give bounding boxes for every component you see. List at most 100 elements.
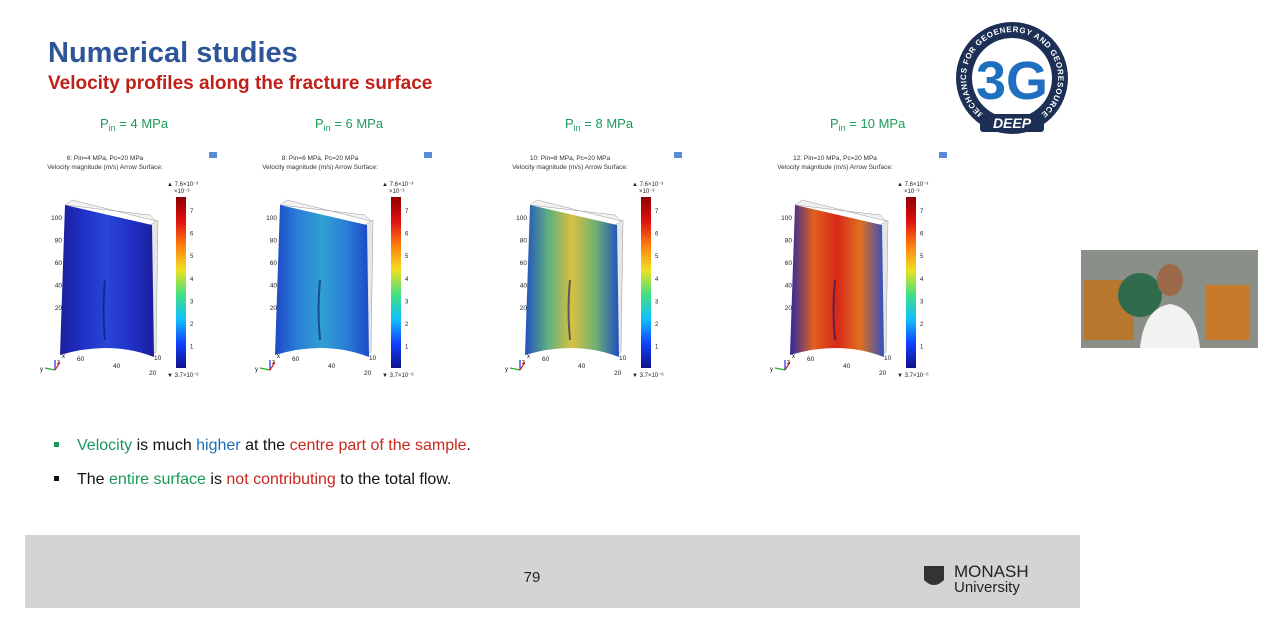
colorbar-tick-label: 4 (190, 277, 194, 283)
velocity-surface (60, 205, 154, 357)
x-tick-label: 20 (614, 370, 622, 377)
colorbar-tick-label: 3 (190, 299, 194, 305)
z-tick-label: 10 (619, 355, 627, 362)
axis-x (519, 361, 526, 371)
colorbar-tick-label: 2 (920, 322, 924, 328)
velocity-surface (790, 205, 884, 357)
plot-subtitle: Velocity magnitude (m/s) Arrow Surface: (777, 164, 893, 171)
colorbar-tick-label: 6 (190, 232, 194, 238)
axis-y-label: y (770, 367, 773, 373)
colorbar-tick-label: 5 (655, 254, 659, 260)
colorbar-tick-label: 7 (920, 209, 924, 215)
plot-subtitle: Velocity magnitude (m/s) Arrow Surface: (47, 164, 163, 171)
panels: Pin = 4 MPa 6: Pin=4 MPa, Pc=20 MPa Veloci… (40, 116, 947, 379)
y-tick-label: 60 (270, 260, 278, 267)
axis-z-label: z (272, 360, 275, 366)
x-tick-label: 20 (149, 370, 157, 377)
y-tick-label: 20 (55, 305, 63, 312)
axis-x-label: x (277, 354, 280, 360)
axis-z-label: z (787, 360, 790, 366)
label-main: P (565, 116, 574, 131)
colorbar-min: ▼ 3.7×10⁻⁶ (382, 372, 414, 379)
colorbar-tick-label: 1 (655, 345, 659, 351)
axis-y (44, 367, 56, 371)
plot-title: 8: Pin=6 MPa, Pc=20 MPa (282, 155, 359, 162)
axis-y (259, 367, 271, 371)
y-tick-label: 80 (785, 238, 793, 245)
label-rest: = 4 MPa (116, 116, 169, 131)
label-sub: in (109, 123, 116, 133)
logo-band (980, 114, 1044, 132)
axis-y-label: y (505, 367, 508, 373)
bullet-segment: . (467, 437, 471, 454)
plot-icon (424, 152, 432, 158)
x-tick-label: 40 (328, 363, 336, 370)
colorbar-tick-label: 4 (655, 277, 659, 283)
colorbar-scale: ×10⁻³ (174, 189, 189, 195)
colorbar-tick-label: 4 (405, 277, 409, 283)
plot-title: 10: Pin=8 MPa, Pc=20 MPa (530, 155, 611, 162)
y-tick-label: 20 (785, 305, 793, 312)
axis-x-label: x (62, 354, 65, 360)
footer-band (25, 535, 1080, 608)
axis-x-label: x (527, 354, 530, 360)
bullet-segment: not contributing (226, 471, 335, 488)
axis-y-label: y (40, 367, 43, 373)
bullet-segment: entire surface (109, 471, 206, 488)
plot-icon (209, 152, 217, 158)
surface-top (64, 199, 157, 222)
brand-name: MONASH (954, 562, 1029, 581)
presenter-body (1140, 304, 1200, 348)
axis-x (784, 361, 791, 371)
x-tick-label: 60 (292, 356, 300, 363)
logo: GEOMECHANICS FOR GEOENERGY AND GEORESOUR… (956, 22, 1068, 134)
bullet-segment: Velocity (77, 437, 132, 454)
colorbar-tick-label: 5 (405, 254, 409, 260)
axis-x (269, 361, 276, 371)
colorbar-tick-label: 2 (405, 322, 409, 328)
colorbar-min: ▼ 3.7×10⁻⁶ (897, 372, 929, 379)
colorbar-tick-label: 2 (655, 322, 659, 328)
x-tick-label: 20 (879, 370, 887, 377)
panel-label: Pin = 10 MPa (830, 116, 906, 133)
z-tick-label: 10 (369, 355, 377, 362)
x-tick-label: 40 (843, 363, 851, 370)
colorbar-max: ▲ 7.6×10⁻³ (382, 182, 413, 188)
surface-top (279, 199, 372, 222)
colorbar-tick-label: 6 (920, 232, 924, 238)
velocity-surface (275, 205, 369, 357)
y-tick-label: 20 (270, 305, 278, 312)
velocity-surface (525, 205, 619, 357)
axis-x-label: x (792, 354, 795, 360)
colorbar-max: ▲ 7.6×10⁻³ (897, 182, 928, 188)
colorbar-tick-label: 5 (920, 254, 924, 260)
webcam (1081, 250, 1258, 348)
x-tick-label: 40 (578, 363, 586, 370)
bullet-segment: higher (196, 437, 241, 454)
colorbar (391, 197, 401, 368)
presenter-head (1157, 264, 1183, 296)
y-tick-label: 100 (516, 215, 527, 222)
subtitle: Velocity profiles along the fracture sur… (48, 73, 432, 94)
fracture-line (832, 279, 836, 341)
x-tick-label: 60 (77, 356, 85, 363)
y-tick-label: 60 (785, 260, 793, 267)
colorbar (641, 197, 651, 368)
x-tick-label: 20 (364, 370, 372, 377)
label-rest: = 10 MPa (846, 116, 906, 131)
label-main: P (100, 116, 109, 131)
title: Numerical studies (48, 37, 298, 69)
bullet-segment: is (206, 471, 226, 488)
colorbar-tick-label: 7 (655, 209, 659, 215)
y-tick-label: 80 (270, 238, 278, 245)
monash-shield (924, 566, 944, 585)
plot-subtitle: Velocity magnitude (m/s) Arrow Surface: (512, 164, 628, 171)
logo-core (972, 38, 1052, 118)
colorbar-tick-label: 3 (655, 299, 659, 305)
bullets: Velocity is much higher at the centre pa… (54, 437, 471, 488)
plot-icon (674, 152, 682, 158)
label-main: P (830, 116, 839, 131)
plot-subtitle: Velocity magnitude (m/s) Arrow Surface: (262, 164, 378, 171)
colorbar (176, 197, 186, 368)
